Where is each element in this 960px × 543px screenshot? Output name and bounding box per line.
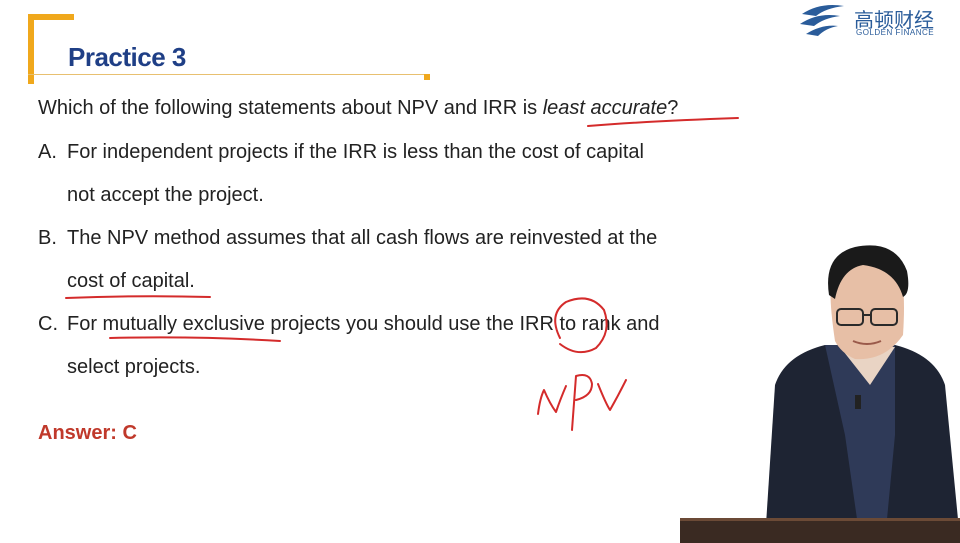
bird-logo-icon [800,5,844,36]
podium [680,518,960,543]
option-c-letter: C. [38,313,58,335]
option-b-line1: The NPV method assumes that all cash flo… [67,227,658,249]
title-bracket-decoration [28,14,74,84]
title-underline-decoration [28,74,426,75]
presenter-video [765,245,960,540]
title-underline-dot [424,74,430,80]
option-c-line1: For mutually exclusive projects you shou… [67,313,660,335]
logo-name-cn: 高顿财经 [854,8,934,32]
underline-cost-of-capital [65,295,211,299]
handwritten-npv-v [597,379,627,411]
handwritten-npv-n [537,385,567,415]
golden-finance-logo: 高顿财经 GOLDEN FINANCE [796,0,956,44]
option-b-line2: cost of capital. [67,270,195,292]
option-c-line2: select projects. [67,356,201,378]
underline-mutually-exclusive [109,336,281,342]
option-a-letter: A. [38,141,57,163]
question-prefix: Which of the following statements about … [38,97,543,119]
option-a-line2: not accept the project. [67,184,264,206]
question-text: Which of the following statements about … [38,97,678,120]
option-a-line1: For independent projects if the IRR is l… [67,141,644,163]
page-title: Practice 3 [68,42,186,72]
question-suffix: ? [667,97,679,119]
option-b-letter: B. [38,227,57,249]
logo-name-en: GOLDEN FINANCE [856,28,935,37]
question-emphasis: least accurate [542,97,668,119]
answer-text: Answer: C [38,422,137,444]
handwritten-npv-p [571,374,593,431]
